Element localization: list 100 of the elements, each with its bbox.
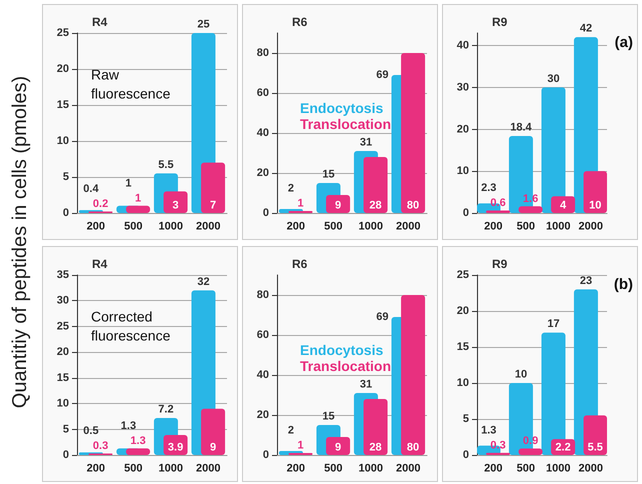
y-axis-title: Quantitiy of peptides in cells (pmoles) <box>8 74 32 410</box>
y-tick-label: 40 <box>256 127 269 139</box>
x-tick-label: 500 <box>324 462 342 474</box>
y-tick-label: 25 <box>456 269 469 281</box>
bar <box>401 53 426 213</box>
x-tick-label: 200 <box>86 462 105 474</box>
x-tick-label: 1000 <box>158 220 183 232</box>
data-label: 15 <box>322 168 335 180</box>
data-label: 32 <box>197 276 210 288</box>
y-tick-label: 20 <box>456 305 469 317</box>
data-label: 0.2 <box>92 198 108 210</box>
x-tick-label: 500 <box>516 462 535 474</box>
y-tick-label: 20 <box>256 167 269 179</box>
data-label: 17 <box>547 318 560 330</box>
y-tick-label: 20 <box>56 346 69 358</box>
bar <box>126 448 150 455</box>
data-label: 5.5 <box>588 442 603 454</box>
data-label: 3 <box>172 200 179 212</box>
y-tick-label: 40 <box>256 369 269 381</box>
data-label: 2.3 <box>481 182 496 194</box>
x-tick-label: 500 <box>124 462 142 474</box>
data-label: 1 <box>134 192 142 204</box>
y-tick-label: 5 <box>62 171 69 183</box>
data-label: 1 <box>125 177 132 190</box>
bar <box>201 408 226 455</box>
y-tick-label: 0 <box>262 207 269 219</box>
x-tick-label: 2000 <box>196 220 220 232</box>
data-label: 5.5 <box>158 158 174 171</box>
data-label: 3.9 <box>168 442 184 454</box>
y-tick-label: 30 <box>456 81 469 94</box>
data-label: 1.3 <box>120 420 136 432</box>
y-tick-label: 40 <box>456 40 469 52</box>
y-tick-label: 0 <box>462 207 469 219</box>
y-tick-label: 15 <box>56 372 69 384</box>
text: (a) <box>614 34 634 51</box>
data-label: 80 <box>406 200 420 212</box>
y-tick-label: 5 <box>462 413 469 425</box>
data-label: 69 <box>376 311 388 323</box>
y-tick-label: 0 <box>262 449 269 461</box>
x-tick-label: 200 <box>86 220 105 232</box>
bar <box>518 448 543 455</box>
x-tick-label: 500 <box>516 220 535 232</box>
bar <box>126 206 150 213</box>
series-label: Endocytosis <box>300 342 384 358</box>
data-label: 2.2 <box>555 442 571 454</box>
x-tick-label: 200 <box>484 220 502 232</box>
x-tick-label: 1000 <box>358 220 383 232</box>
x-tick-label: 200 <box>286 462 305 474</box>
data-label: 1 <box>297 198 304 210</box>
x-tick-label: 500 <box>124 220 142 232</box>
data-label: 9 <box>210 442 216 454</box>
data-label: 9 <box>334 442 342 454</box>
y-tick-label: 20 <box>56 63 69 75</box>
data-label: 1.3 <box>481 424 496 436</box>
data-label: 31 <box>360 136 372 148</box>
y-tick-label: 0 <box>462 449 469 461</box>
x-tick-label: 1000 <box>158 462 183 474</box>
data-label: 7 <box>210 200 216 212</box>
y-tick-label: 10 <box>456 165 469 178</box>
x-tick-label: 2000 <box>396 220 420 232</box>
data-label: 0.3 <box>92 440 108 452</box>
y-tick-label: 15 <box>56 99 69 111</box>
x-tick-label: 2000 <box>578 462 603 474</box>
data-label: 9 <box>334 200 342 212</box>
chart-title: R4 <box>92 15 108 29</box>
y-tick-label: 60 <box>256 87 269 99</box>
y-tick-label: 25 <box>56 27 69 39</box>
y-tick-label: 20 <box>256 409 269 421</box>
data-label: 28 <box>369 442 382 454</box>
y-tick-label: 35 <box>56 269 69 281</box>
data-label: 4 <box>560 200 567 212</box>
data-label: 1.3 <box>130 434 146 447</box>
y-tick-label: 10 <box>56 398 69 410</box>
y-tick-label: 30 <box>56 294 69 307</box>
data-label: 30 <box>547 72 560 85</box>
y-tick-label: 15 <box>456 341 469 353</box>
y-tick-label: 80 <box>256 289 269 301</box>
x-tick-label: 2000 <box>196 462 220 474</box>
y-tick-label: 10 <box>456 377 469 389</box>
series-label: Translocation <box>300 358 392 374</box>
chart-title: R6 <box>292 15 308 29</box>
bar <box>201 162 226 213</box>
annotation: Raw fluorescence <box>91 66 171 102</box>
y-tick-label: 0 <box>62 449 69 461</box>
bar <box>486 210 510 213</box>
y-tick-label: 60 <box>256 329 269 341</box>
x-tick-label: 200 <box>286 220 305 232</box>
x-tick-label: 500 <box>324 220 342 232</box>
bar <box>401 295 426 455</box>
annotation: Corrected fluorescence <box>91 308 171 344</box>
data-label: 2 <box>288 182 294 195</box>
y-tick-label: 10 <box>56 135 69 147</box>
x-tick-label: 1000 <box>358 462 383 474</box>
chart-title: R9 <box>492 15 508 29</box>
y-tick-label: 0 <box>62 207 69 219</box>
text: (b) <box>614 276 634 293</box>
x-tick-label: 2000 <box>396 462 420 474</box>
bar <box>518 206 543 213</box>
data-label: 10 <box>589 200 602 212</box>
data-label: 15 <box>322 410 335 422</box>
